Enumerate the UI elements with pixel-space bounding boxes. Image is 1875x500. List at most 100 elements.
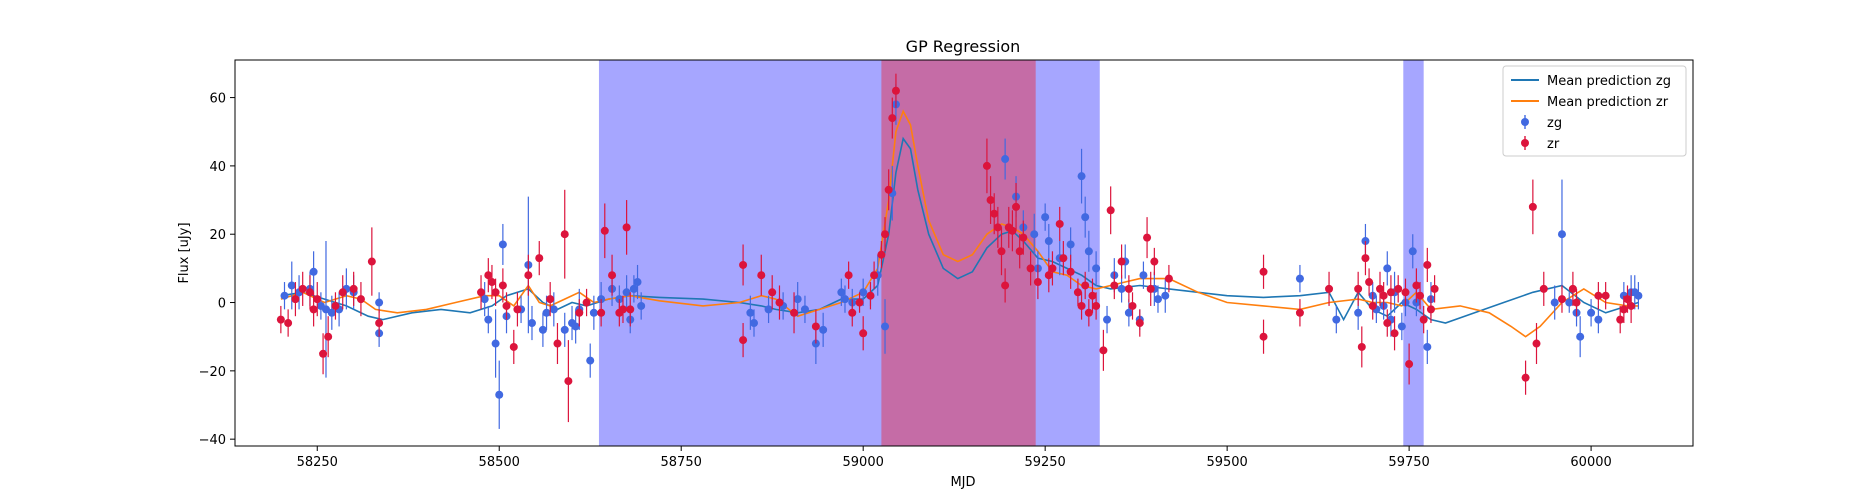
data-point-zr <box>811 322 820 331</box>
data-point-zr <box>1146 284 1155 293</box>
data-point-zr <box>1539 284 1548 293</box>
data-point-zr <box>1594 291 1603 300</box>
data-point-zr <box>739 336 748 345</box>
data-point-zr <box>790 308 799 317</box>
data-point-zg <box>280 291 289 300</box>
x-axis: 58250 58500 58750 59000 59250 59500 59750 60000 <box>297 446 1612 470</box>
data-point-zr <box>1627 301 1636 310</box>
data-point-zg <box>538 325 547 334</box>
legend-label: Mean prediction zg <box>1547 74 1671 89</box>
data-point-zr <box>1528 202 1537 211</box>
plot-frame <box>234 59 1694 447</box>
data-point-zr <box>884 185 893 194</box>
data-point-zr <box>1401 288 1410 297</box>
data-point-zg <box>1557 230 1566 239</box>
data-point-zr <box>982 161 991 170</box>
legend-box <box>1502 65 1687 157</box>
data-point-zg <box>819 325 828 334</box>
data-point-zr <box>1430 284 1439 293</box>
data-point-zr <box>477 288 486 297</box>
x-tick-label: 59750 <box>1388 455 1429 470</box>
data-point-zr <box>891 86 900 95</box>
plot-area <box>234 59 1694 447</box>
data-point-zr <box>546 295 555 304</box>
shaded-region-1 <box>881 60 1036 446</box>
data-point-zr <box>1150 257 1159 266</box>
data-point-zr <box>1048 264 1057 273</box>
data-point-zg <box>1423 342 1432 351</box>
data-point-zr <box>1423 260 1432 269</box>
y-tick-label: −40 <box>199 433 226 448</box>
data-point-zg <box>309 267 318 276</box>
data-point-zr <box>1532 339 1541 348</box>
data-point-zr <box>1557 295 1566 304</box>
data-point-zr <box>1059 254 1068 263</box>
chart-title: GP Regression <box>906 37 1021 56</box>
data-point-zr <box>575 308 584 317</box>
data-point-zr <box>1295 308 1304 317</box>
data-point-zr <box>870 271 879 280</box>
data-point-zg <box>840 295 849 304</box>
data-point-zr <box>502 301 511 310</box>
data-point-zr <box>560 230 569 239</box>
data-point-zr <box>626 305 635 314</box>
data-point-zr <box>1383 319 1392 328</box>
data-point-zr <box>1368 301 1377 310</box>
data-point-zr <box>291 295 300 304</box>
x-tick-label: 59500 <box>1206 455 1247 470</box>
data-point-zr <box>1026 264 1035 273</box>
data-point-zg <box>1161 291 1170 300</box>
y-tick-label: 40 <box>209 160 226 175</box>
data-point-zg <box>837 288 846 297</box>
data-point-zr <box>993 223 1002 232</box>
data-point-zg <box>746 308 755 317</box>
data-point-zg <box>764 305 773 314</box>
data-point-zg <box>1041 213 1050 222</box>
data-point-zr <box>1066 267 1075 276</box>
data-point-zg <box>1044 237 1053 246</box>
data-point-zg <box>633 278 642 287</box>
data-point-zg <box>629 284 638 293</box>
data-point-zg <box>491 339 500 348</box>
data-point-zr <box>1619 305 1628 314</box>
data-point-zr <box>1386 288 1395 297</box>
data-point-zr <box>1077 301 1086 310</box>
data-point-zr <box>1044 271 1053 280</box>
y-tick-label: 60 <box>209 92 226 107</box>
data-point-zg <box>749 319 758 328</box>
data-point-zr <box>1394 284 1403 293</box>
data-point-zg <box>571 322 580 331</box>
data-point-zr <box>990 209 999 218</box>
data-point-zg <box>1594 315 1603 324</box>
data-point-zg <box>549 305 558 314</box>
data-point-zr <box>298 284 307 293</box>
data-point-zg <box>1383 264 1392 273</box>
data-point-zr <box>338 288 347 297</box>
data-point-zg <box>859 288 868 297</box>
data-point-zg <box>484 315 493 324</box>
data-point-zr <box>564 377 573 386</box>
data-point-zr <box>1081 281 1090 290</box>
data-point-zr <box>1001 281 1010 290</box>
data-point-zr <box>1012 202 1021 211</box>
data-point-zr <box>1259 267 1268 276</box>
data-point-zg <box>1634 291 1643 300</box>
data-point-zr <box>1088 291 1097 300</box>
legend-label: Mean prediction zr <box>1547 95 1669 110</box>
data-point-zr <box>844 271 853 280</box>
data-point-zr <box>1416 291 1425 300</box>
data-point-zg <box>1408 247 1417 256</box>
data-point-zr <box>1073 288 1082 297</box>
data-point-zr <box>319 349 328 358</box>
legend-label: zg <box>1547 116 1562 131</box>
data-point-zg <box>1354 308 1363 317</box>
data-point-zg <box>321 305 330 314</box>
data-point-zr <box>1616 315 1625 324</box>
data-point-zr <box>356 295 365 304</box>
y-axis-label: Flux [uJy] <box>177 222 192 283</box>
data-point-zr <box>1375 284 1384 293</box>
data-point-zg <box>542 308 551 317</box>
data-point-zr <box>1357 342 1366 351</box>
data-point-zr <box>524 271 533 280</box>
x-axis-label: MJD <box>950 475 975 490</box>
